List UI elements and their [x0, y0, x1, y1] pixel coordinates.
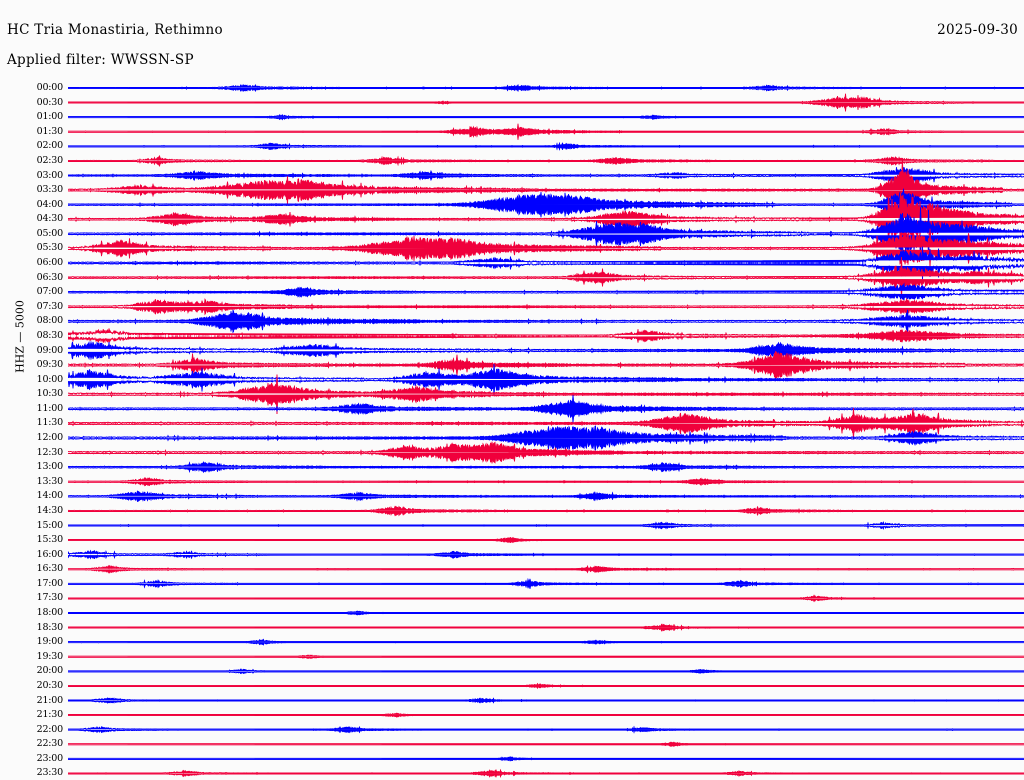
time-tick-04-00: 04:00 — [37, 200, 63, 210]
trace-row-07-00 — [68, 284, 1024, 300]
trace-row-18-00 — [68, 611, 1024, 615]
time-tick-06-30: 06:30 — [37, 273, 63, 283]
time-tick-07-00: 07:00 — [37, 287, 63, 297]
time-tick-19-00: 19:00 — [37, 637, 63, 647]
time-tick-13-30: 13:30 — [37, 477, 63, 487]
time-tick-12-30: 12:30 — [37, 448, 63, 458]
trace-row-00-00 — [68, 85, 1024, 91]
trace-row-18-30 — [68, 624, 1024, 630]
trace-area — [68, 80, 1024, 780]
time-tick-13-00: 13:00 — [37, 462, 63, 472]
trace-row-16-00 — [68, 551, 1024, 559]
trace-row-08-30 — [68, 329, 1024, 344]
trace-row-14-30 — [68, 507, 1024, 516]
trace-row-16-30 — [68, 566, 1024, 573]
trace-row-19-00 — [68, 640, 1024, 645]
time-tick-05-30: 05:30 — [37, 243, 63, 253]
helicorder-plot: 00:00 00:30 01:00 01:30 02:00 02:30 03:00 03:30… — [0, 80, 1024, 780]
trace-row-23-00 — [68, 757, 1024, 761]
time-tick-12-00: 12:00 — [37, 433, 63, 443]
time-tick-14-00: 14:00 — [37, 491, 63, 501]
time-tick-15-30: 15:30 — [37, 535, 63, 545]
time-tick-18-30: 18:30 — [37, 623, 63, 633]
trace-row-20-00 — [68, 669, 1024, 674]
time-tick-02-00: 02:00 — [37, 141, 63, 151]
trace-row-22-00 — [68, 727, 1024, 733]
trace-row-19-30 — [68, 655, 1024, 658]
trace-row-15-30 — [68, 538, 1024, 543]
trace-row-02-00 — [68, 143, 1024, 150]
time-tick-00-30: 00:30 — [37, 98, 63, 108]
trace-row-07-30 — [68, 299, 1024, 314]
time-tick-04-30: 04:30 — [37, 214, 63, 224]
trace-row-10-00 — [68, 364, 1024, 395]
trace-row-09-00 — [68, 342, 1024, 359]
time-axis: 00:00 00:30 01:00 01:30 02:00 02:30 03:00 03:30… — [0, 80, 68, 780]
time-tick-02-30: 02:30 — [37, 156, 63, 166]
time-tick-18-00: 18:00 — [37, 608, 63, 618]
time-tick-21-00: 21:00 — [37, 696, 63, 706]
trace-row-21-30 — [68, 713, 1024, 717]
time-tick-08-00: 08:00 — [37, 316, 63, 326]
trace-row-20-30 — [68, 684, 1024, 688]
time-tick-08-30: 08:30 — [37, 331, 63, 341]
time-tick-23-00: 23:00 — [37, 754, 63, 764]
record-date: 2025-09-30 — [937, 22, 1018, 38]
time-tick-16-00: 16:00 — [37, 550, 63, 560]
station-title: HC Tria Monastiria, Rethimno — [7, 22, 223, 38]
trace-row-21-00 — [68, 698, 1024, 703]
time-tick-14-30: 14:30 — [37, 506, 63, 516]
time-tick-07-30: 07:30 — [37, 302, 63, 312]
time-tick-10-00: 10:00 — [37, 375, 63, 385]
time-tick-19-30: 19:30 — [37, 652, 63, 662]
trace-row-11-00 — [68, 395, 1024, 422]
trace-row-01-00 — [68, 115, 1024, 119]
trace-row-02-30 — [68, 156, 1024, 167]
time-tick-22-30: 22:30 — [37, 739, 63, 749]
applied-filter-label: Applied filter: WWSSN-SP — [7, 52, 194, 68]
time-tick-17-30: 17:30 — [37, 593, 63, 603]
time-tick-21-30: 21:30 — [37, 710, 63, 720]
trace-row-14-00 — [68, 491, 1024, 501]
trace-row-13-30 — [68, 478, 1024, 486]
time-tick-11-00: 11:00 — [37, 404, 63, 414]
time-tick-11-30: 11:30 — [37, 418, 63, 428]
time-tick-16-30: 16:30 — [37, 564, 63, 574]
trace-row-13-00 — [68, 462, 1024, 472]
trace-row-03-00 — [68, 167, 1024, 183]
trace-row-15-00 — [68, 522, 1024, 528]
time-tick-03-30: 03:30 — [37, 185, 63, 195]
time-tick-09-30: 09:30 — [37, 360, 63, 370]
time-tick-03-00: 03:00 — [37, 171, 63, 181]
trace-row-12-00 — [68, 426, 1024, 450]
trace-row-01-30 — [68, 124, 1024, 140]
time-tick-10-30: 10:30 — [37, 389, 63, 399]
time-tick-01-30: 01:30 — [37, 127, 63, 137]
time-tick-15-00: 15:00 — [37, 521, 63, 531]
time-tick-20-30: 20:30 — [37, 681, 63, 691]
time-tick-22-00: 22:00 — [37, 725, 63, 735]
trace-row-22-30 — [68, 742, 1024, 746]
trace-row-08-00 — [68, 310, 1024, 333]
time-tick-05-00: 05:00 — [37, 229, 63, 239]
trace-row-17-00 — [68, 579, 1024, 589]
time-tick-20-00: 20:00 — [37, 666, 63, 676]
time-tick-00-00: 00:00 — [37, 83, 63, 93]
time-tick-09-00: 09:00 — [37, 346, 63, 356]
time-tick-06-00: 06:00 — [37, 258, 63, 268]
trace-row-00-30 — [68, 94, 1024, 112]
trace-row-17-30 — [68, 596, 1024, 602]
trace-row-23-30 — [68, 770, 1024, 778]
time-tick-01-00: 01:00 — [37, 112, 63, 122]
time-tick-17-00: 17:00 — [37, 579, 63, 589]
time-tick-23-30: 23:30 — [37, 768, 63, 778]
